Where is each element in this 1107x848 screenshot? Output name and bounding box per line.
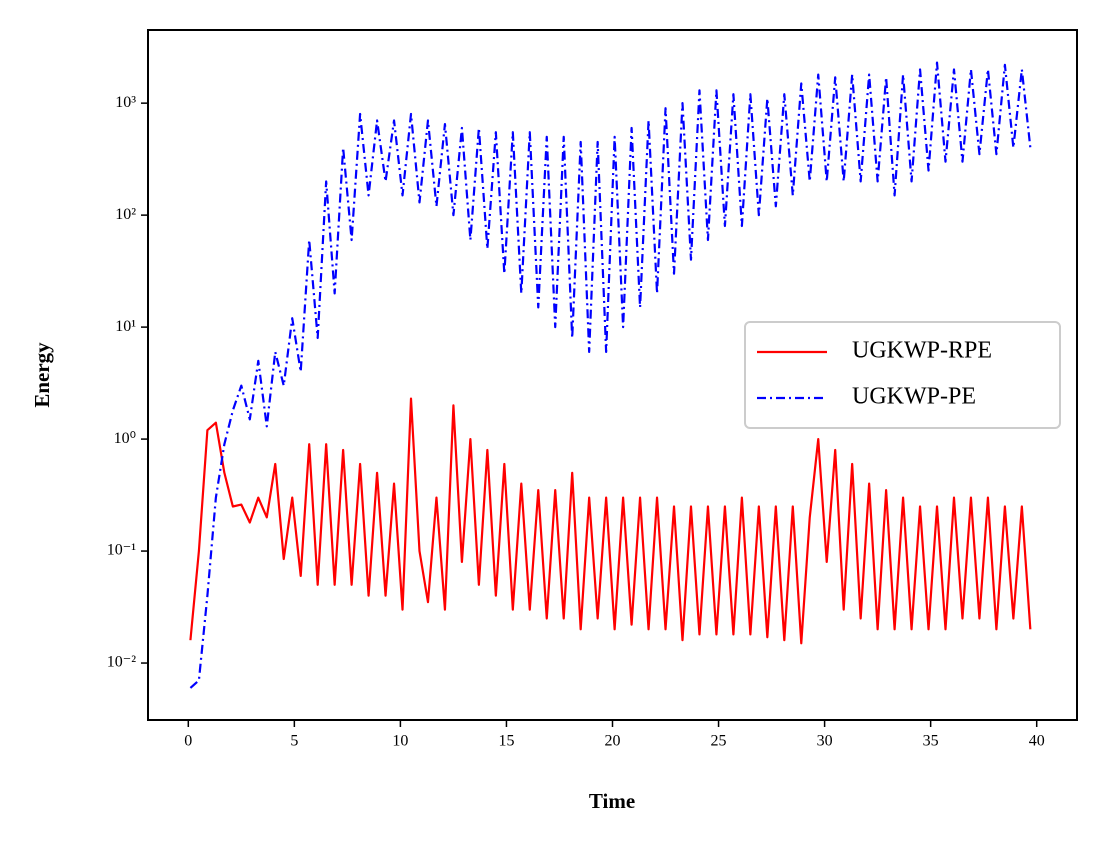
x-tick-label: 20	[605, 733, 621, 750]
y-tick-label: 10⁰	[114, 430, 136, 447]
x-axis-label: Time	[589, 789, 635, 813]
x-tick-label: 40	[1029, 733, 1045, 750]
y-tick-label: 10³	[115, 94, 136, 111]
legend-label: UGKWP-PE	[852, 384, 976, 410]
plot-frame	[147, 29, 1078, 721]
data-line	[189, 397, 1032, 645]
y-tick-label: 10²	[115, 206, 136, 223]
legend-box	[744, 321, 1061, 429]
x-tick-label: 35	[923, 733, 939, 750]
x-tick-label: 25	[711, 733, 727, 750]
x-tick-label: 0	[184, 733, 192, 750]
x-tick-label: 10	[392, 733, 408, 750]
data-line	[189, 61, 1032, 689]
x-tick-label: 15	[498, 733, 514, 750]
legend-label: UGKWP-RPE	[852, 338, 992, 364]
y-tick-label: 10¹	[115, 318, 136, 335]
y-tick-label: 10⁻²	[107, 654, 136, 671]
y-tick-label: 10⁻¹	[107, 542, 136, 559]
x-tick-label: 30	[817, 733, 833, 750]
y-axis-label: Energy	[30, 342, 54, 408]
x-tick-label: 5	[290, 733, 298, 750]
